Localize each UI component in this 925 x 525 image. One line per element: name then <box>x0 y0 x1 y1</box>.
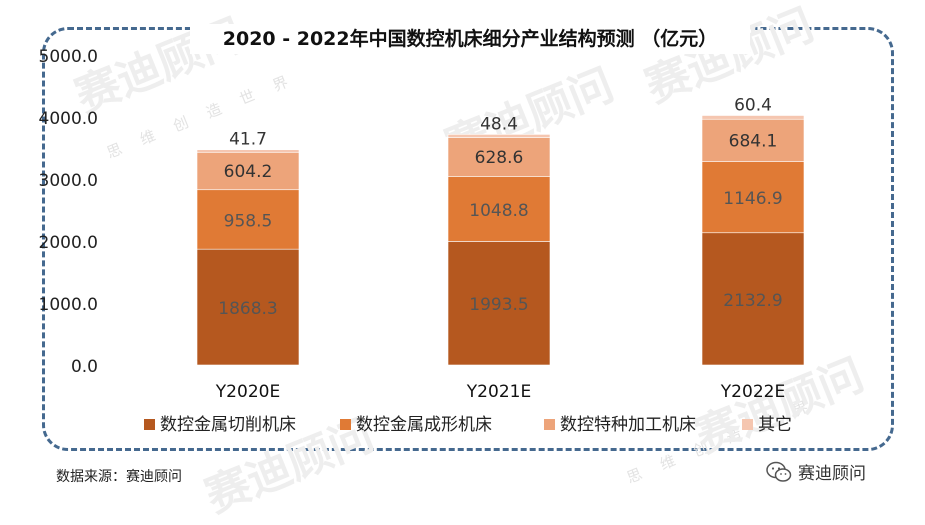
bar-segment <box>701 118 805 162</box>
data-label: 60.4 <box>734 95 772 115</box>
bar-segment <box>447 137 551 177</box>
y-tick-label: 4000.0 <box>39 109 98 129</box>
wechat-icon <box>766 461 792 482</box>
legend-label: 数控金属切削机床 <box>160 415 296 435</box>
x-tick-label: Y2022E <box>720 382 785 402</box>
wechat-account-name: 赛迪顾问 <box>798 464 866 484</box>
stacked-bar-chart: 0.0 1000.0 2000.0 3000.0 4000.0 5000.0 1868.3 9… <box>39 47 805 435</box>
legend-label: 其它 <box>758 415 792 435</box>
y-tick-label: 0.0 <box>71 357 98 377</box>
legend-swatch <box>340 419 351 430</box>
legend-swatch <box>742 419 753 430</box>
data-label: 41.7 <box>229 130 267 150</box>
y-tick-label: 2000.0 <box>39 233 98 253</box>
bar-segment <box>701 161 805 234</box>
bar-segment <box>196 248 300 366</box>
bar-segment <box>447 134 551 138</box>
y-tick-label: 1000.0 <box>39 295 98 315</box>
y-tick-label: 5000.0 <box>39 47 98 67</box>
legend-label: 数控特种加工机床 <box>560 415 696 435</box>
data-label: 958.5 <box>224 211 273 231</box>
legend-label: 数控金属成形机床 <box>356 415 492 435</box>
data-source: 数据来源：赛迪顾问 <box>56 469 182 485</box>
chart-title: 2020 - 2022年中国数控机床细分产业结构预测 （亿元） <box>190 24 750 54</box>
bar-segment <box>196 189 300 250</box>
bar-segment <box>447 241 551 366</box>
wechat-badge: 赛迪顾问 <box>766 459 866 484</box>
x-tick-label: Y2020E <box>215 382 280 402</box>
data-label: 684.1 <box>729 131 778 151</box>
legend-swatch <box>544 419 555 430</box>
data-label: 1048.8 <box>469 201 528 221</box>
data-label: 2132.9 <box>723 291 782 311</box>
data-label: 604.2 <box>224 162 273 182</box>
bar-segment <box>447 176 551 242</box>
x-tick-label: Y2021E <box>466 382 531 402</box>
data-label: 1146.9 <box>723 189 782 209</box>
data-label: 1868.3 <box>218 299 277 319</box>
bar-segment <box>701 232 805 366</box>
y-tick-label: 3000.0 <box>39 171 98 191</box>
legend-swatch <box>144 419 155 430</box>
bar-segment <box>701 115 805 120</box>
bar-segment <box>196 151 300 191</box>
bar-segment <box>196 149 300 153</box>
chart-title-text: 2020 - 2022年中国数控机床细分产业结构预测 （亿元） <box>222 28 718 50</box>
data-label: 628.6 <box>475 148 524 168</box>
data-label: 48.4 <box>480 114 518 134</box>
data-label: 1993.5 <box>469 295 528 315</box>
